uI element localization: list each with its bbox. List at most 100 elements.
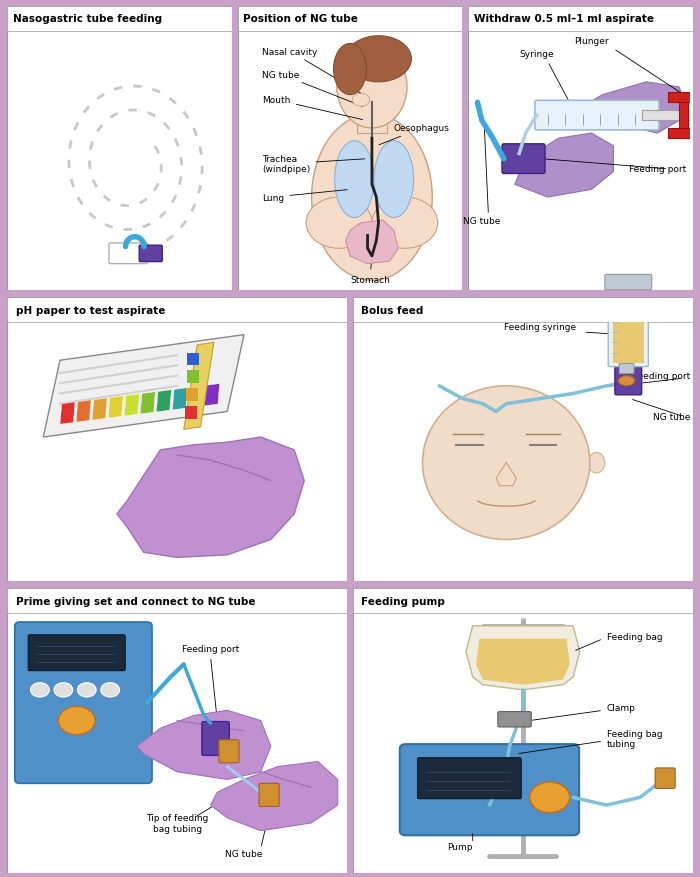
Text: pH paper to test aspirate: pH paper to test aspirate	[15, 305, 165, 315]
Bar	[612, 317, 645, 364]
Bar	[668, 129, 699, 139]
Polygon shape	[140, 392, 155, 415]
Text: NG tube: NG tube	[262, 70, 363, 107]
FancyBboxPatch shape	[615, 367, 642, 396]
FancyBboxPatch shape	[417, 758, 522, 799]
Text: Nasal cavity: Nasal cavity	[262, 47, 360, 94]
Polygon shape	[137, 710, 271, 780]
Text: Feeding port: Feeding port	[633, 372, 690, 381]
Circle shape	[101, 683, 120, 697]
Text: Position of NG tube: Position of NG tube	[243, 14, 358, 25]
Ellipse shape	[618, 376, 635, 387]
Ellipse shape	[372, 198, 438, 249]
Polygon shape	[76, 401, 91, 423]
Text: NG tube: NG tube	[653, 413, 690, 422]
Polygon shape	[466, 626, 580, 690]
FancyBboxPatch shape	[608, 282, 648, 367]
Polygon shape	[172, 389, 188, 410]
Ellipse shape	[374, 141, 414, 218]
Polygon shape	[204, 384, 220, 406]
Text: NG tube: NG tube	[225, 849, 262, 859]
Polygon shape	[580, 82, 686, 134]
Bar	[679, 93, 688, 139]
Ellipse shape	[334, 45, 367, 96]
FancyBboxPatch shape	[605, 275, 652, 290]
FancyBboxPatch shape	[219, 740, 239, 763]
Ellipse shape	[588, 453, 605, 474]
Bar	[353, 298, 693, 323]
Text: Feeding port: Feeding port	[629, 165, 686, 175]
Polygon shape	[124, 395, 139, 417]
Ellipse shape	[312, 115, 433, 281]
Polygon shape	[184, 343, 214, 430]
Polygon shape	[156, 390, 172, 412]
Bar	[188, 353, 200, 366]
Polygon shape	[60, 403, 75, 424]
Text: Pump: Pump	[447, 842, 473, 851]
Text: Oesophagus: Oesophagus	[379, 125, 449, 146]
Bar	[356, 108, 387, 134]
Text: Trachea
(windpipe): Trachea (windpipe)	[262, 155, 365, 175]
Ellipse shape	[423, 387, 590, 540]
Polygon shape	[92, 398, 107, 421]
FancyBboxPatch shape	[259, 783, 279, 807]
Circle shape	[78, 683, 96, 697]
FancyBboxPatch shape	[502, 145, 545, 175]
Text: Nasogastric tube feeding: Nasogastric tube feeding	[13, 14, 162, 25]
Text: NG tube: NG tube	[463, 217, 500, 225]
Text: Feeding syringe: Feeding syringe	[503, 323, 575, 332]
FancyBboxPatch shape	[498, 712, 531, 727]
Ellipse shape	[306, 198, 372, 249]
Bar	[468, 7, 693, 32]
Bar	[353, 588, 693, 613]
FancyBboxPatch shape	[400, 745, 579, 835]
Bar	[187, 371, 199, 384]
Polygon shape	[188, 386, 204, 409]
Text: Tip of feeding
bag tubing: Tip of feeding bag tubing	[146, 813, 209, 833]
Bar	[642, 111, 696, 121]
Bar	[237, 7, 463, 32]
FancyBboxPatch shape	[620, 364, 634, 374]
Circle shape	[54, 683, 73, 697]
FancyBboxPatch shape	[202, 722, 230, 755]
FancyBboxPatch shape	[28, 635, 125, 671]
Text: Syringe: Syringe	[519, 50, 554, 59]
Polygon shape	[43, 335, 244, 438]
Bar	[668, 93, 699, 103]
Circle shape	[58, 707, 95, 735]
Polygon shape	[514, 134, 613, 198]
Bar	[7, 588, 347, 613]
Text: Lung: Lung	[262, 190, 347, 203]
Text: Plunger: Plunger	[574, 38, 609, 46]
Bar	[7, 7, 232, 32]
Bar	[186, 389, 198, 402]
Bar	[7, 298, 347, 323]
Text: Mouth: Mouth	[262, 96, 363, 120]
Polygon shape	[476, 638, 570, 685]
Text: Feeding bag: Feeding bag	[606, 632, 662, 641]
Text: Feeding port: Feeding port	[182, 645, 239, 653]
Text: Feeding pump: Feeding pump	[361, 596, 445, 606]
Text: Clamp: Clamp	[606, 703, 636, 712]
Circle shape	[530, 782, 570, 813]
Circle shape	[31, 683, 49, 697]
Polygon shape	[211, 761, 337, 831]
FancyBboxPatch shape	[15, 623, 152, 783]
Polygon shape	[346, 221, 398, 264]
Ellipse shape	[352, 94, 370, 107]
Ellipse shape	[337, 47, 407, 129]
Text: Bolus feed: Bolus feed	[361, 305, 423, 315]
Bar	[186, 407, 197, 419]
Polygon shape	[108, 396, 123, 418]
Text: Feeding bag
tubing: Feeding bag tubing	[606, 729, 662, 748]
FancyBboxPatch shape	[139, 246, 162, 262]
Ellipse shape	[346, 37, 412, 82]
Ellipse shape	[335, 141, 374, 218]
Text: Withdraw 0.5 ml–1 ml aspirate: Withdraw 0.5 ml–1 ml aspirate	[474, 14, 654, 25]
FancyBboxPatch shape	[535, 101, 659, 131]
Text: Stomach: Stomach	[350, 260, 390, 284]
Text: Prime giving set and connect to NG tube: Prime giving set and connect to NG tube	[15, 596, 255, 606]
FancyBboxPatch shape	[655, 768, 675, 788]
FancyBboxPatch shape	[109, 244, 148, 264]
Polygon shape	[117, 438, 304, 558]
